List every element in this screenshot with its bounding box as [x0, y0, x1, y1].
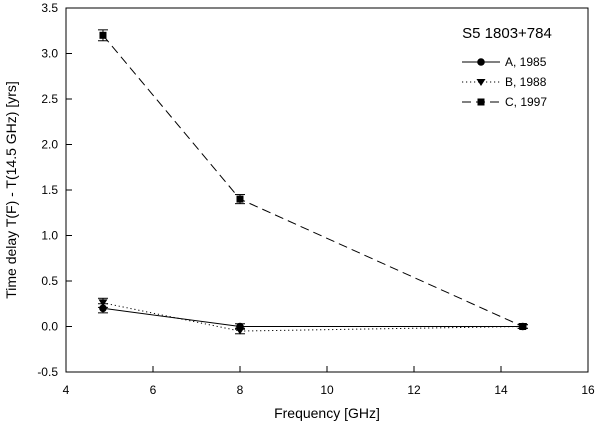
y-tick-label: 3.0: [41, 47, 58, 61]
y-tick-label: 1.5: [41, 183, 58, 197]
y-tick-label: 0.0: [41, 320, 58, 334]
x-tick-label: 16: [581, 383, 595, 397]
x-tick-label: 10: [320, 383, 334, 397]
legend: A, 1985 B, 1988 C, 1997: [462, 55, 547, 109]
legend-marker-a: [477, 58, 485, 66]
x-tick-label: 14: [494, 383, 508, 397]
legend-item-b: B, 1988: [462, 75, 547, 89]
series-square: [97, 29, 528, 330]
series-line: [102, 307, 523, 327]
data-point-square: [519, 323, 527, 330]
legend-label-c: C, 1997: [505, 95, 547, 109]
y-axis-ticks: -0.5 0.0 0.5 1.0 1.5 2.0 2.5 3.0 3.5: [37, 1, 72, 379]
data-point-square: [99, 31, 107, 39]
chart-title: S5 1803+784: [462, 25, 552, 42]
data-point-triangle: [98, 299, 108, 307]
x-tick-label: 8: [237, 383, 244, 397]
data-point-square: [236, 195, 244, 203]
y-axis-title: Time delay T(F) - T(14.5 GHz) [yrs]: [3, 81, 19, 299]
legend-marker-b: [476, 79, 486, 86]
legend-item-a: A, 1985: [462, 55, 547, 69]
series-circle: [97, 303, 528, 331]
series-line: [102, 34, 523, 327]
series-line: [102, 302, 523, 332]
series-layer: [97, 29, 528, 335]
legend-label-b: B, 1988: [505, 75, 547, 89]
y-tick-label: 1.0: [41, 229, 58, 243]
x-axis-ticks: 4 6 8 10 12 14 16: [63, 366, 595, 397]
x-axis-title: Frequency [GHz]: [274, 405, 380, 421]
legend-item-c: C, 1997: [462, 95, 547, 109]
x-tick-label: 4: [63, 383, 70, 397]
y-tick-label: 2.0: [41, 138, 58, 152]
y-tick-label: 0.5: [41, 274, 58, 288]
y-tick-label: -0.5: [37, 365, 58, 379]
data-point-triangle: [235, 327, 245, 335]
legend-label-a: A, 1985: [505, 55, 547, 69]
y-tick-label: 3.5: [41, 1, 58, 15]
data-point-circle: [99, 304, 107, 313]
y-tick-label: 2.5: [41, 92, 58, 106]
x-tick-label: 12: [407, 383, 421, 397]
legend-marker-c: [477, 98, 485, 106]
x-tick-label: 6: [150, 383, 157, 397]
